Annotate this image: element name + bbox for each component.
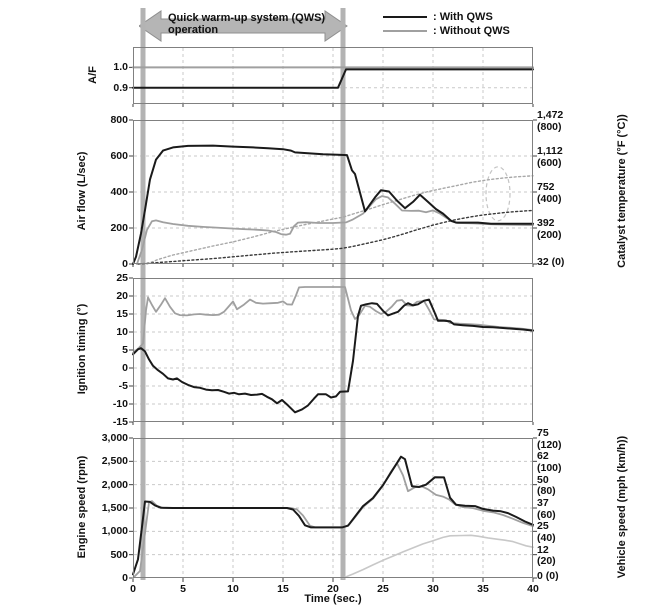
qws-operation-arrow: Quick warm-up system (QWS) operation [138, 9, 349, 45]
x-tick-label: 40 [527, 583, 539, 595]
right-tick-label-engine: 75 (120) [537, 427, 562, 451]
curves-layer [129, 47, 537, 582]
right-tick-line: (200) [537, 228, 562, 241]
right-tick-line: (20) [537, 555, 556, 568]
x-tick-label: 0 [130, 583, 136, 595]
right-tick-line: 1,112 [537, 145, 563, 157]
series-engine-vehicle-speed [342, 534, 534, 579]
legend-without-qws: : Without QWS [383, 24, 510, 37]
time-axis-title: Time (sec.) [304, 593, 362, 605]
y-tick-label-engine: 2,000 [101, 478, 128, 491]
y-tick-label-engine: 500 [110, 548, 128, 561]
right-tick-label-engine: 37 (60) [537, 497, 556, 521]
y-tick-label-engine: 2,500 [101, 455, 128, 468]
right-tick-line: (400) [537, 192, 562, 205]
y-tick-label-engine: 3,000 [101, 432, 128, 444]
right-tick-label-engine: 50 (80) [537, 473, 556, 498]
x-tick-label: 5 [180, 583, 186, 595]
with-qws-line-swatch [383, 15, 427, 18]
y-tick-label-ignition: 20 [116, 290, 128, 302]
series-airflow-air-flow-with-qws [132, 144, 534, 265]
double-headed-arrow-icon [138, 10, 348, 42]
y-tick-label-ignition: 5 [122, 344, 128, 356]
legend-with-qws: : With QWS [383, 10, 493, 23]
series-airflow-air-flow-without-qws [136, 195, 534, 265]
right-tick-line: 1,472 [537, 109, 564, 121]
series-airflow-catalyst-temperature-dotted-gray- [146, 175, 534, 265]
catalyst-temp-annotation-ellipse [485, 166, 511, 222]
panel-border-engine [133, 438, 533, 578]
series-ignition-with-qws [132, 298, 534, 414]
qws-arrow-label-line2: operation [168, 24, 219, 36]
y-tick-label-ignition: 0 [122, 362, 128, 374]
right-tick-line: 50 [537, 473, 549, 486]
right-tick-line: 752 [537, 181, 555, 193]
right-tick-label-engine: 25 (40) [537, 521, 556, 544]
y-tick-label-engine: 1,000 [101, 525, 128, 538]
y-tick-label-airflow: 0 [122, 258, 128, 270]
right-tick-line: (100) [537, 461, 562, 474]
x-tick-label: 35 [477, 583, 489, 595]
right-tick-line: 32 (0) [537, 256, 565, 268]
right-tick-label-airflow: 1,112 (600) [537, 145, 563, 169]
right-tick-line: 62 [537, 450, 549, 463]
right-tick-line: 37 [537, 497, 549, 509]
legend-without-qws-label: : Without QWS [433, 24, 510, 37]
right-tick-line: 75 [537, 427, 549, 439]
series-af-with-qws [132, 68, 534, 89]
qws-marker-bars-layer [140, 8, 346, 580]
panel-border-af [133, 47, 533, 104]
right-tick-line: 0 (0) [537, 570, 559, 582]
y-tick-label-ignition: 25 [116, 272, 128, 284]
y-tick-label-airflow: 400 [110, 186, 128, 198]
right-tick-label-airflow: 752 (400) [537, 181, 562, 205]
y-tick-label-ignition: 15 [116, 308, 128, 320]
right-tick-line: 12 [537, 543, 549, 556]
series-airflow-catalyst-temperature-dotted-black- [137, 209, 534, 265]
y-tick-label-af: 0.9 [113, 81, 128, 94]
qws-end-marker-bar [340, 8, 346, 580]
gridlines-layer [134, 48, 532, 577]
x-tick-label: 25 [377, 583, 389, 595]
y-tick-label-airflow: 200 [110, 222, 128, 234]
series-ignition-without-qws [132, 286, 534, 354]
qws-start-marker-bar [140, 8, 146, 580]
x-tick-label: 30 [427, 583, 439, 595]
right-tick-label-engine: 12 (20) [537, 543, 556, 568]
panel-border-airflow [133, 120, 533, 264]
y-tick-label-engine: 1,500 [101, 502, 128, 514]
right-tick-line: 25 [537, 520, 549, 533]
right-tick-line: (800) [537, 120, 562, 133]
right-tick-line: (80) [537, 485, 556, 498]
legend-with-qws-label: : With QWS [433, 10, 493, 23]
y-tick-label-ignition: -10 [112, 398, 128, 410]
panel-border-ignition [133, 278, 533, 422]
y-tick-label-ignition: -5 [118, 380, 128, 392]
right-tick-line: (40) [537, 531, 556, 544]
x-tick-label: 15 [277, 583, 289, 595]
right-tick-label-engine: 62 (100) [537, 451, 562, 474]
y-tick-label-af: 1.0 [113, 61, 128, 74]
y-tick-label-engine: 0 [122, 572, 128, 584]
right-tick-line: (60) [537, 508, 556, 521]
right-tick-line: (600) [537, 156, 562, 169]
right-tick-label-engine: 0 (0) [537, 570, 559, 583]
series-engine-engine-speed-with-qws [132, 455, 534, 576]
right-tick-label-airflow: 1,472 (800) [537, 109, 564, 133]
right-tick-line: (120) [537, 438, 562, 451]
y-tick-label-ignition: 10 [116, 326, 128, 338]
y-tick-label-airflow: 800 [110, 114, 128, 126]
x-tick-label: 10 [227, 583, 239, 595]
right-tick-line: 392 [537, 217, 555, 229]
right-tick-label-airflow: 32 (0) [537, 256, 565, 269]
without-qws-line-swatch [383, 29, 427, 32]
x-tick-label: 20 [327, 583, 339, 595]
qws-arrow-label-line1: Quick warm-up system (QWS) [168, 12, 326, 24]
y-tick-label-ignition: -15 [112, 416, 128, 428]
y-tick-label-airflow: 600 [110, 150, 128, 162]
right-tick-label-airflow: 392 (200) [537, 217, 562, 241]
